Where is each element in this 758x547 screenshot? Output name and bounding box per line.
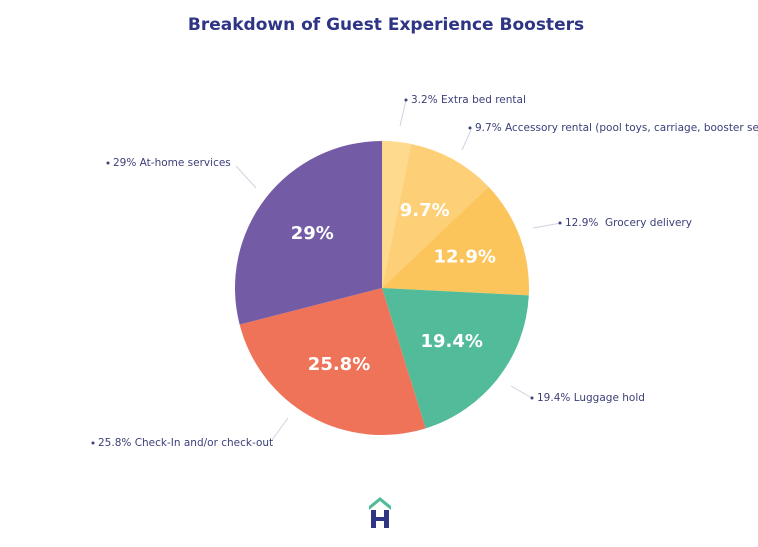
leader-line — [235, 165, 257, 189]
pie-slice — [382, 143, 489, 288]
category-label: 25.8% Check-In and/or check-out — [98, 437, 273, 449]
bullet — [468, 126, 472, 130]
logo — [369, 497, 391, 528]
leader-line — [510, 385, 533, 399]
pie-slice — [239, 288, 426, 435]
slice-label: 9.7% — [400, 200, 450, 221]
slice-label: 29% — [291, 223, 334, 244]
bullet — [558, 221, 562, 225]
pie-slice — [235, 141, 382, 325]
category-label: 19.4% Luggage hold — [537, 392, 645, 404]
category-label: 9.7% Accessory rental (pool toys, carria… — [475, 122, 758, 134]
bullet — [404, 98, 408, 102]
category-label: 12.9% Grocery delivery — [565, 217, 692, 229]
pie-slice — [382, 186, 529, 296]
slice-label: 19.4% — [420, 331, 482, 352]
leader-line — [271, 417, 289, 441]
bullet — [91, 441, 95, 445]
slice-label: 12.9% — [433, 246, 495, 267]
bullet — [106, 161, 110, 165]
category-label: 29% At-home services — [113, 157, 231, 169]
pie-slice — [382, 288, 529, 429]
category-label: 3.2% Extra bed rental — [411, 94, 526, 106]
bullet — [530, 396, 534, 400]
pie-slice — [382, 141, 412, 288]
slice-label: 25.8% — [308, 354, 370, 375]
leader-line — [461, 129, 472, 151]
chart-title: Breakdown of Guest Experience Boosters — [188, 15, 584, 35]
leader-line — [532, 222, 562, 229]
leader-line — [399, 99, 407, 127]
